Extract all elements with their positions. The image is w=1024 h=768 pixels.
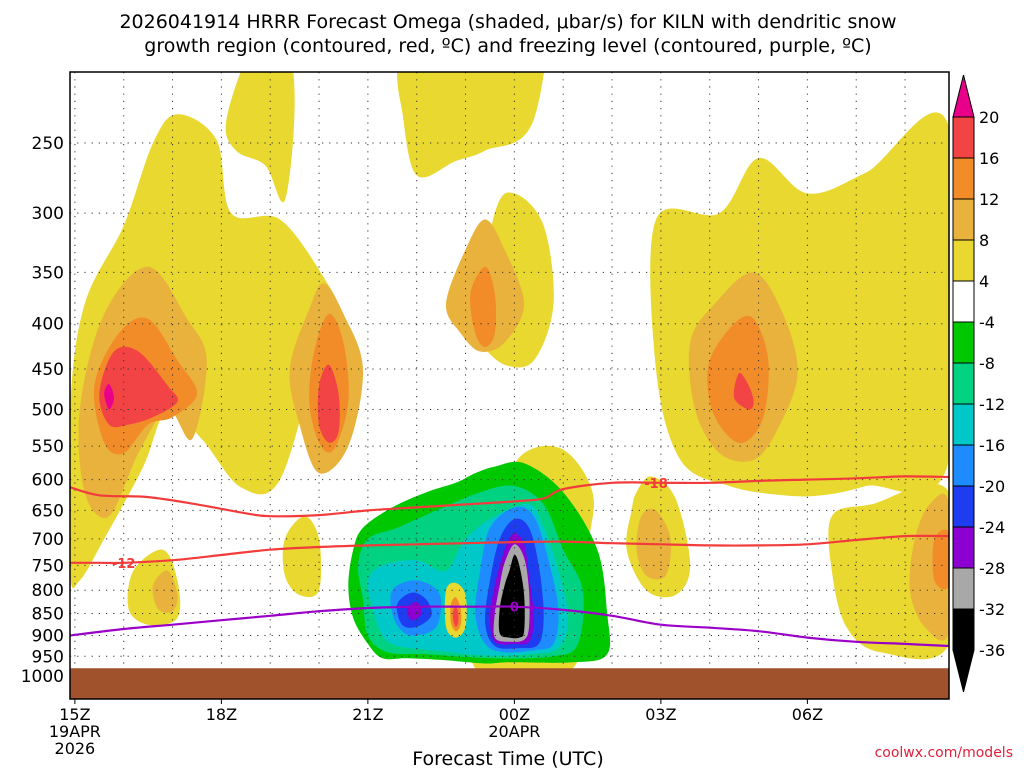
- colorbar-swatch: [952, 485, 975, 528]
- y-tick-label: 800: [32, 581, 64, 601]
- y-tick-label: 900: [32, 626, 64, 646]
- omega-region-4: [282, 516, 322, 598]
- y-tick-label: 600: [32, 471, 64, 491]
- colorbar-label: 12: [979, 190, 999, 209]
- omega-region-4: [225, 72, 295, 203]
- colorbar-bottom-arrow: [952, 649, 975, 693]
- colorbar-label: -20: [979, 477, 1005, 496]
- omega-region-16: [99, 346, 179, 428]
- dgz-minus-12-contour: [70, 534, 949, 565]
- freezing-level-0-contour: [70, 605, 949, 648]
- colorbar-swatch: [952, 444, 975, 487]
- dgz-minus-18-label: -18: [644, 477, 668, 492]
- colorbar-label: -16: [979, 436, 1005, 455]
- chart-title-line-2: growth region (contoured, red, ºC) and f…: [144, 35, 871, 57]
- y-tick-label: 550: [32, 437, 64, 457]
- colorbar-swatch: [952, 403, 975, 446]
- x-axis-title: Forecast Time (UTC): [412, 748, 603, 768]
- y-tick-label: 350: [32, 263, 64, 283]
- omega-region-20: [104, 384, 114, 410]
- colorbar-label: 20: [979, 108, 999, 127]
- colorbar-label: 8: [979, 231, 989, 250]
- omega-region-12: [932, 529, 949, 590]
- colorbar-label: -8: [979, 354, 995, 373]
- colorbar-label: 16: [979, 149, 999, 168]
- colorbar-top-arrow: [952, 74, 975, 118]
- y-tick-label: 1000: [21, 667, 64, 687]
- colorbar-swatch: [952, 198, 975, 241]
- y-tick-label: 400: [32, 315, 64, 335]
- y-tick-label: 450: [32, 360, 64, 380]
- dgz-minus-12-label: -12: [112, 557, 136, 572]
- y-tick-label: 650: [32, 501, 64, 521]
- y-tick-label: 300: [32, 204, 64, 224]
- omega-region-8: [152, 570, 178, 613]
- y-axis: 2503003504004505005506006507007508008509…: [21, 134, 64, 687]
- colorbar-swatch: [952, 526, 975, 569]
- omega-region-12: [470, 266, 497, 347]
- omega-region-8: [909, 493, 949, 641]
- x-tick-label: 03Z: [645, 705, 676, 724]
- colorbar-label: -4: [979, 313, 995, 332]
- ground-terrain: [70, 668, 949, 699]
- colorbar-label: -32: [979, 600, 1005, 619]
- y-tick-label: 750: [32, 556, 64, 576]
- x-tick-date: 20APR: [488, 722, 540, 741]
- x-tick-label: 06Z: [792, 705, 823, 724]
- colorbar-label: 4: [979, 272, 989, 291]
- plot-frame: [69, 71, 950, 700]
- freezing-level-0-label: 0: [510, 601, 519, 616]
- omega-region-4: [397, 72, 545, 178]
- credit-text: coolwx.com/models: [875, 745, 1013, 761]
- x-tick-year: 2026: [55, 739, 96, 758]
- colorbar-swatch: [952, 567, 975, 610]
- colorbar-swatch: [952, 280, 975, 323]
- omega-region-16: [453, 606, 459, 627]
- colorbar-swatch: [952, 362, 975, 405]
- omega-region-16: [733, 372, 754, 410]
- colorbar-label: -28: [979, 559, 1005, 578]
- colorbar-swatch: [952, 321, 975, 364]
- x-tick-label: 15Z: [59, 705, 90, 724]
- colorbar-swatch: [952, 116, 975, 159]
- y-tick-label: 850: [32, 605, 64, 625]
- omega-region-minus-32: [498, 554, 525, 639]
- omega-region-16: [317, 364, 340, 443]
- colorbar-swatch: [952, 157, 975, 200]
- colorbar-swatch: [952, 239, 975, 282]
- colorbar-label: -12: [979, 395, 1005, 414]
- plot-area: -18 -12 0: [69, 71, 950, 700]
- x-tick-label: 21Z: [352, 705, 383, 724]
- y-tick-label: 700: [32, 530, 64, 550]
- y-tick-label: 950: [32, 647, 64, 667]
- colorbar-label: -36: [979, 641, 1005, 660]
- x-tick-label: 18Z: [206, 705, 237, 724]
- x-tick-date: 19APR: [49, 722, 101, 741]
- colorbar-swatch: [952, 608, 975, 651]
- chart-title-line-1: 2026041914 HRRR Forecast Omega (shaded, …: [119, 11, 896, 33]
- x-tick-label: 00Z: [499, 705, 530, 724]
- colorbar: 20 16 12 8 4 -4 -8 -12 -16 -20 -24 -28 -32 -36: [952, 74, 1005, 693]
- dgz-minus-18-contour: [70, 475, 949, 518]
- y-tick-label: 250: [32, 134, 64, 154]
- colorbar-label: -24: [979, 518, 1005, 537]
- y-tick-label: 500: [32, 401, 64, 421]
